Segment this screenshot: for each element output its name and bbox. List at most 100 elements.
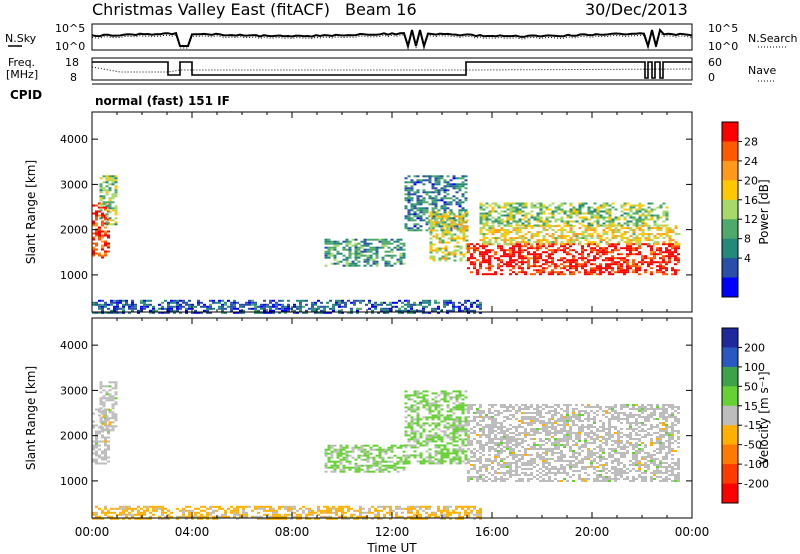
heatmap-cell [437,462,441,465]
heatmap-cell [105,393,109,396]
heatmap-cell [275,305,278,308]
heatmap-cell [554,239,558,242]
heatmap-cell [611,233,615,236]
heatmap-cell [608,259,611,262]
heatmap-cell [473,464,476,466]
heatmap-cell [419,229,423,232]
heatmap-cell [443,434,447,437]
heatmap-cell [410,193,414,196]
heatmap-cell [608,478,611,480]
heatmap-cell [620,247,623,250]
heatmap-cell [611,255,614,258]
heatmap-cell [626,452,629,454]
heatmap-cell [99,385,103,388]
heatmap-cell [581,480,584,482]
heatmap-cell [605,442,608,444]
heatmap-cell [122,303,125,306]
heatmap-cell [111,181,115,184]
heatmap-cell [98,454,101,457]
heatmap-cell [554,237,558,240]
heatmap-cell [530,233,534,236]
heatmap-cell [596,478,599,480]
heatmap-cell [638,241,642,244]
heatmap-cell [566,414,569,416]
heatmap-cell [611,202,615,205]
heatmap-cell [425,299,428,302]
heatmap-cell [410,305,413,308]
heatmap-cell [536,470,539,472]
heatmap-cell [434,434,438,437]
heatmap-cell [383,301,386,304]
heatmap-cell [462,215,466,218]
heatmap-cell [611,251,614,254]
heatmap-cell [447,233,451,236]
heatmap-cell [188,303,191,306]
heatmap-cell [494,426,497,428]
heatmap-cell [345,446,349,449]
heatmap-cell [348,256,352,259]
heatmap-cell [491,406,494,408]
heatmap-cell [167,309,170,312]
heatmap-cell [530,257,533,260]
heatmap-cell [575,239,579,242]
heatmap-cell [114,223,118,226]
heatmap-cell [333,240,337,243]
heatmap-cell [372,248,376,251]
heatmap-cell [557,446,560,448]
heatmap-cell [521,210,525,213]
heatmap-cell [488,438,491,440]
heatmap-cell [656,253,659,256]
heatmap-cell [425,418,429,421]
heatmap-cell [470,444,473,446]
heatmap-cell [452,440,456,443]
heatmap-cell [108,197,112,200]
heatmap-cell [111,197,115,200]
heatmap-cell [590,216,594,219]
heatmap-cell [647,239,651,242]
heatmap-cell [441,251,445,254]
heatmap-cell [387,460,391,463]
heatmap-cell [107,446,110,449]
heatmap-cell [596,404,599,406]
heatmap-cell [336,466,340,469]
heatmap-cell [101,434,104,437]
heatmap-cell [357,250,361,253]
heatmap-cell [626,241,630,244]
heatmap-cell [557,406,560,408]
heatmap-cell [354,244,358,247]
heatmap-cell [281,309,284,312]
heatmap-cell [440,398,444,401]
heatmap-cell [563,468,566,470]
heatmap-cell [638,227,642,230]
heatmap-cell [101,309,104,312]
heatmap-cell [530,430,533,432]
heatmap-cell [224,311,227,314]
heatmap-cell [407,305,410,308]
heatmap-cell [452,183,456,186]
heatmap-cell [452,450,456,453]
heatmap-cell [104,242,107,245]
heatmap-cell [396,240,400,243]
heatmap-cell [390,446,394,449]
heatmap-cell [500,214,504,217]
heatmap-cell [494,404,497,406]
heatmap-cell [482,410,485,412]
heatmap-cell [311,303,314,306]
heatmap-cell [458,301,461,304]
heatmap-cell [114,213,118,216]
heatmap-cell [470,464,473,466]
heatmap-cell [608,214,612,217]
heatmap-cell [419,392,423,395]
heatmap-cell [620,259,623,262]
heatmap-cell [105,179,109,182]
heatmap-cell [599,408,602,410]
heatmap-cell [122,309,125,312]
heatmap-cell [518,432,521,434]
heatmap-cell [458,307,461,310]
heatmap-cell [473,249,476,252]
heatmap-cell [371,309,374,312]
heatmap-cell [563,436,566,438]
heatmap-cell [620,470,623,472]
heatmap-cell [581,267,584,270]
heatmap-cell [92,224,95,227]
